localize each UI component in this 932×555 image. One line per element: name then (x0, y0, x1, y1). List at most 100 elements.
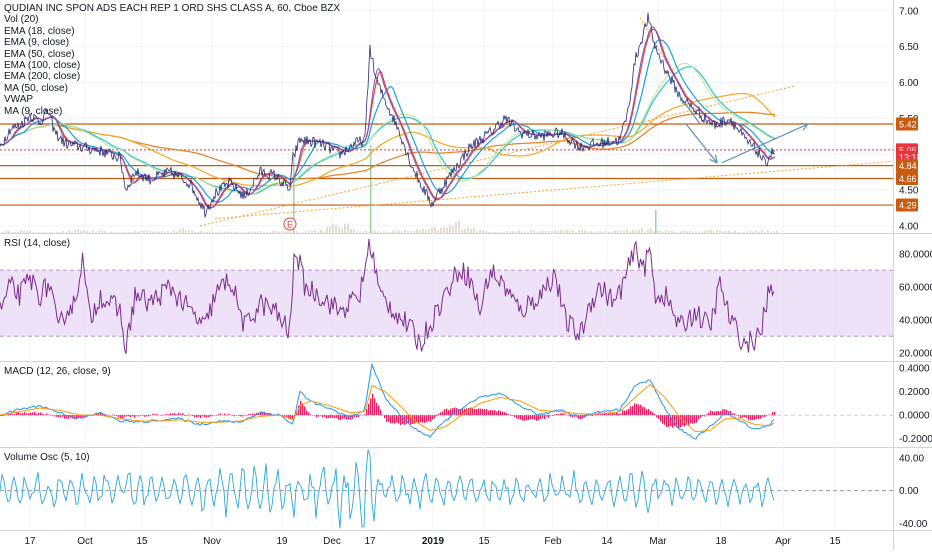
macd-histogram-bar (134, 415, 136, 418)
indicator-ema18[interactable]: EMA (18, close) (4, 25, 75, 37)
volume-bar (485, 231, 487, 233)
indicator-ema9[interactable]: EMA (9, close) (4, 37, 70, 49)
volume-bar (542, 230, 544, 233)
volume-bar (746, 231, 748, 233)
macd-histogram-bar (470, 407, 472, 416)
rsi-pane-title[interactable]: RSI (14, close) (4, 238, 71, 249)
volume-bar (503, 231, 505, 233)
macd-histogram-bar (610, 413, 612, 416)
macd-histogram-bar (484, 409, 486, 416)
price-tick-label: 7.00 (899, 6, 919, 17)
x-axis-label: 17 (364, 536, 376, 547)
macd-histogram-bar (192, 415, 194, 417)
macd-histogram-bar (402, 415, 404, 424)
volume-bar (44, 231, 46, 233)
macd-histogram-bar (634, 403, 636, 416)
volume-bar (323, 231, 325, 233)
macd-histogram-bar (486, 409, 488, 416)
volume-bar (359, 231, 361, 233)
x-axis-label: 2019 (422, 536, 445, 547)
volume-bar (59, 232, 61, 233)
volume-bar (125, 231, 127, 233)
volume-bar (533, 230, 535, 233)
macd-histogram-bar (426, 415, 428, 423)
macd-histogram-bar (354, 415, 356, 418)
volume-bar (629, 231, 631, 233)
volume-bar (497, 232, 499, 233)
macd-histogram-bar (458, 408, 460, 416)
macd-histogram-bar (68, 415, 70, 419)
ema-9-line (0, 28, 776, 209)
volume-bar (62, 230, 64, 233)
macd-histogram-bar (468, 408, 470, 416)
volume-bar (137, 231, 139, 233)
volume-bar (608, 231, 610, 233)
indicator-vol[interactable]: Vol (20) (4, 14, 39, 26)
macd-histogram-bar (394, 415, 396, 424)
macd-histogram-bar (322, 415, 324, 418)
volume-bar (635, 230, 637, 233)
volume-bar (248, 231, 250, 233)
volume-bar (338, 226, 340, 233)
volume-bar (614, 230, 616, 233)
macd-histogram-bar (520, 415, 522, 420)
volume-bar (212, 231, 214, 233)
volume-bar (461, 229, 463, 233)
macd-histogram-bar (46, 413, 48, 416)
macd-histogram-bar (164, 414, 166, 416)
macd-histogram-bar (216, 415, 218, 416)
x-axis-label: Apr (775, 536, 791, 547)
volume-bar (314, 230, 316, 233)
volume-bar (5, 230, 7, 233)
macd-histogram-bar (562, 413, 564, 416)
volume-bar (668, 230, 670, 233)
macd-histogram-bar (438, 413, 440, 416)
macd-histogram-bar (570, 415, 572, 417)
rsi-band (0, 270, 893, 337)
macd-pane-title[interactable]: MACD (12, 26, close, 9) (4, 366, 111, 377)
volume-bar (734, 230, 736, 233)
macd-histogram-bar (510, 415, 512, 416)
macd-histogram-bar (78, 415, 80, 419)
macd-histogram-bar (744, 415, 746, 418)
macd-histogram-bar (114, 415, 116, 416)
macd-histogram-bar (446, 408, 448, 416)
volume-bar (728, 230, 730, 233)
volume-bar (35, 232, 37, 233)
chart-title[interactable]: QUDIAN INC SPON ADS EACH REP 1 ORD SHS C… (4, 3, 341, 14)
indicator-ema200[interactable]: EMA (200, close) (4, 71, 81, 83)
volume-bar (680, 231, 682, 233)
macd-histogram-bar (122, 415, 124, 419)
macd-histogram-bar (602, 413, 604, 416)
volume-bar (554, 230, 556, 233)
indicator-ma9[interactable]: MA (9, close) (4, 105, 63, 117)
macd-histogram-bar (514, 415, 516, 418)
volume-bar (47, 232, 49, 233)
indicator-ma50[interactable]: MA (50, close) (4, 82, 68, 94)
macd-histogram-bar (502, 411, 504, 416)
volume-bar (659, 230, 661, 233)
macd-histogram-bar (324, 415, 326, 417)
indicator-ema50[interactable]: EMA (50, close) (4, 48, 75, 60)
x-axis-label: Mar (649, 536, 667, 547)
macd-histogram-bar (196, 415, 198, 418)
volosc-pane-title[interactable]: Volume Osc (5, 10) (4, 452, 90, 463)
volume-bar (518, 230, 520, 233)
macd-histogram-bar (606, 413, 608, 416)
volume-bar (239, 232, 241, 233)
indicator-vwap[interactable]: VWAP (4, 94, 34, 106)
indicator-ema100[interactable]: EMA (100, close) (4, 60, 81, 72)
macd-histogram-bar (106, 414, 108, 416)
macd-histogram-bar (588, 415, 590, 416)
macd-histogram-bar (210, 415, 212, 417)
volume-bar (146, 230, 148, 233)
volume-bar (770, 231, 772, 233)
volume-bar (41, 232, 43, 233)
volume-bar (356, 231, 358, 233)
macd-histogram-bar (346, 415, 348, 420)
macd-histogram-bar (4, 415, 6, 416)
macd-histogram-bar (136, 415, 138, 416)
macd-histogram-bar (76, 415, 78, 420)
